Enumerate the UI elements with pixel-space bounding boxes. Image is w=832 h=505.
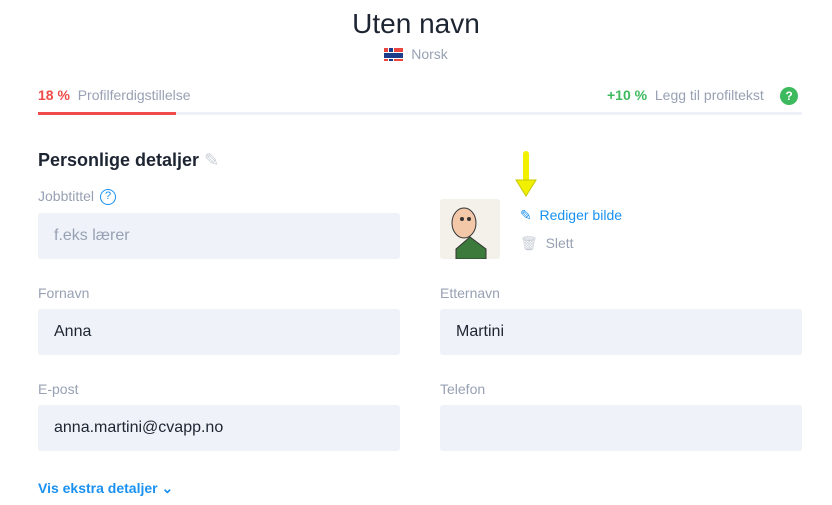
show-more-details-button[interactable]: Vis ekstra detaljer ⌄ — [38, 480, 174, 496]
profile-tip[interactable]: +10 % Legg til profiltekst — [607, 87, 764, 103]
profile-completion: 18 % Profilferdigstillelse — [38, 87, 191, 103]
help-icon[interactable]: ? — [780, 87, 798, 105]
language-label: Norsk — [411, 46, 448, 62]
trash-icon: 🗑 — [520, 235, 538, 251]
avatar[interactable] — [440, 199, 500, 259]
pencil-icon[interactable]: ✎ — [204, 150, 220, 170]
language-selector[interactable]: Norsk — [0, 46, 832, 62]
email-input[interactable]: anna.martini@cvapp.no — [38, 405, 400, 451]
section-title[interactable]: Personlige detaljer ✎ — [38, 150, 220, 170]
edit-photo-button[interactable]: ✎ Rediger bilde — [520, 207, 623, 223]
chevron-down-icon: ⌄ — [161, 480, 174, 496]
progress-fill — [38, 112, 176, 115]
email-label: E-post — [38, 381, 79, 397]
norway-flag-icon — [384, 47, 404, 61]
job-title-label: Jobbtittel? — [38, 188, 117, 206]
delete-photo-button[interactable]: 🗑 Slett — [520, 235, 574, 251]
pencil-icon: ✎ — [520, 207, 532, 223]
progress-track — [38, 112, 802, 115]
first-name-label: Fornavn — [38, 285, 90, 301]
question-icon[interactable]: ? — [100, 189, 117, 206]
first-name-input[interactable]: Anna — [38, 309, 400, 355]
last-name-label: Etternavn — [440, 285, 500, 301]
job-title-input[interactable]: f.eks lærer — [38, 213, 400, 259]
page-title[interactable]: Uten navn — [352, 8, 480, 39]
annotation-arrow-icon — [513, 150, 539, 207]
phone-label: Telefon — [440, 381, 486, 397]
phone-input[interactable] — [440, 405, 802, 451]
last-name-input[interactable]: Martini — [440, 309, 802, 355]
